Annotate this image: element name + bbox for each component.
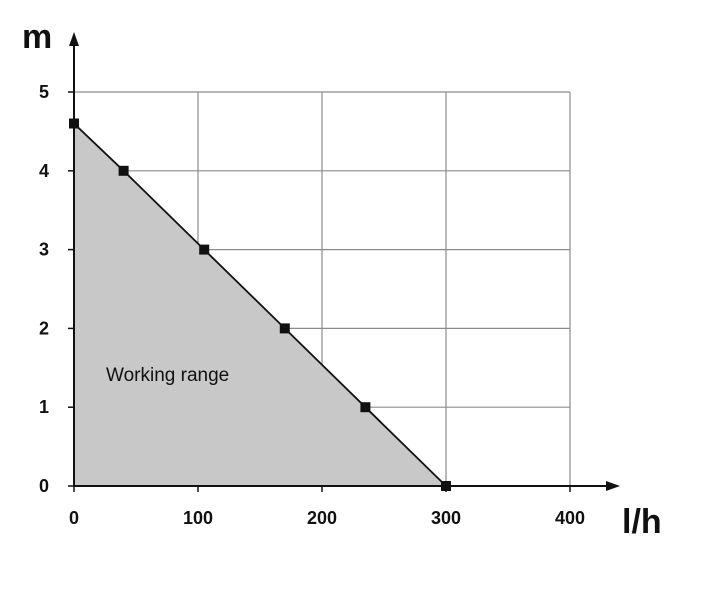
x-tick-label-1: 100 — [183, 508, 213, 528]
y-tick-label-5: 5 — [39, 82, 49, 102]
y-tick-label-0: 0 — [39, 476, 49, 496]
data-point-3 — [279, 323, 290, 334]
y-axis-label: m — [22, 18, 52, 56]
data-point-2 — [199, 244, 210, 255]
x-tick-label-4: 400 — [555, 508, 585, 528]
working-range-annotation: Working range — [106, 365, 229, 386]
y-tick-label-3: 3 — [39, 240, 49, 260]
x-axis-label: l/h — [622, 503, 662, 541]
data-point-0 — [69, 118, 79, 129]
y-axis-arrow — [69, 32, 79, 46]
data-points — [69, 118, 451, 491]
x-tick-label-2: 200 — [307, 508, 337, 528]
y-tick-label-4: 4 — [39, 161, 49, 181]
data-point-4 — [360, 402, 371, 413]
axes — [68, 32, 620, 492]
data-point-5 — [441, 481, 451, 491]
x-tick-labels: 0 100 200 300 400 — [69, 508, 585, 528]
x-tick-label-3: 300 — [431, 508, 461, 528]
data-point-1 — [118, 165, 129, 176]
x-axis-arrow — [606, 481, 620, 491]
y-tick-label-2: 2 — [39, 318, 49, 338]
x-tick-label-0: 0 — [69, 508, 79, 528]
pump-curve-line — [73, 122, 447, 487]
y-tick-labels: 0 1 2 3 4 5 — [39, 82, 49, 496]
y-tick-label-1: 1 — [39, 397, 49, 417]
